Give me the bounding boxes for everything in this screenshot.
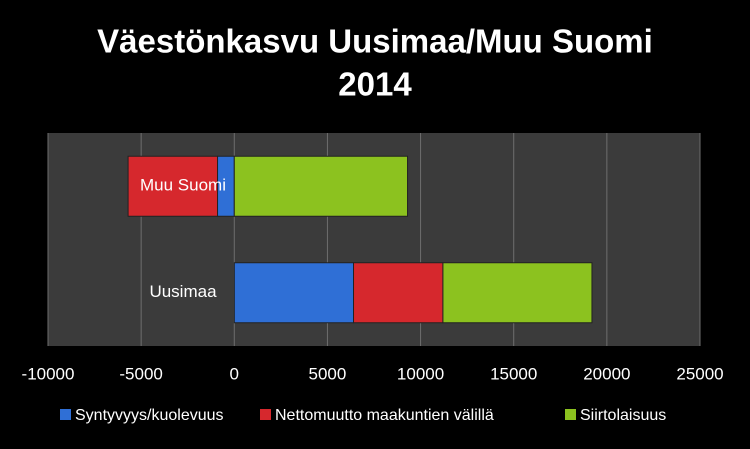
legend-swatch — [565, 409, 576, 420]
bar-segment — [353, 262, 444, 324]
legend-label: Siirtolaisuus — [580, 407, 666, 424]
bar-segment — [233, 262, 355, 324]
x-tick-label: -10000 — [22, 364, 75, 383]
category-label: Muu Suomi — [140, 176, 226, 195]
legend-label: Syntyvyys/kuolevuus — [75, 407, 224, 424]
x-tick-label: 0 — [230, 364, 239, 383]
legend-swatch — [60, 409, 71, 420]
x-tick-label: -5000 — [119, 364, 162, 383]
bar-segment — [442, 262, 593, 324]
x-tick-label: 5000 — [309, 364, 347, 383]
chart-title: 2014 — [338, 66, 412, 103]
x-tick-label: 20000 — [583, 364, 630, 383]
legend-label: Nettomuutto maakuntien välillä — [275, 407, 494, 424]
chart-title: Väestönkasvu Uusimaa/Muu Suomi — [97, 23, 653, 60]
bar-segment — [233, 155, 409, 217]
bar-segment — [127, 155, 219, 217]
x-tick-label: 10000 — [397, 364, 444, 383]
legend-swatch — [260, 409, 271, 420]
x-tick-label: 25000 — [676, 364, 723, 383]
category-label: Uusimaa — [149, 282, 217, 301]
x-tick-label: 15000 — [490, 364, 537, 383]
